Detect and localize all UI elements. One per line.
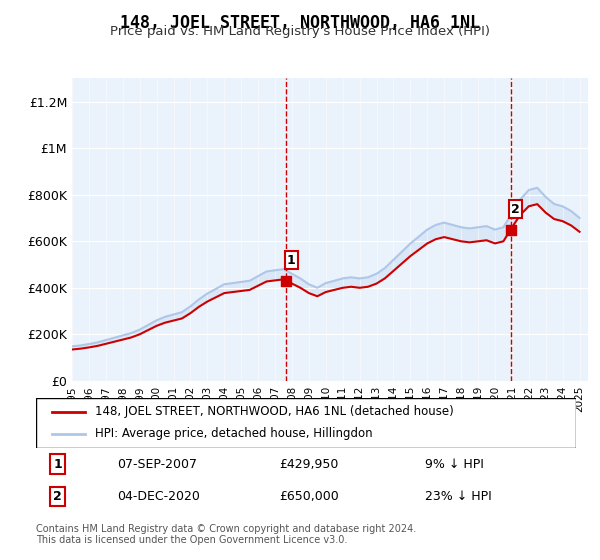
Text: 9% ↓ HPI: 9% ↓ HPI: [425, 458, 484, 470]
Text: £429,950: £429,950: [279, 458, 338, 470]
Text: 1: 1: [53, 458, 62, 470]
Text: 2: 2: [53, 490, 62, 503]
Text: 148, JOEL STREET, NORTHWOOD, HA6 1NL: 148, JOEL STREET, NORTHWOOD, HA6 1NL: [120, 14, 480, 32]
Text: Price paid vs. HM Land Registry's House Price Index (HPI): Price paid vs. HM Land Registry's House …: [110, 25, 490, 38]
Text: Contains HM Land Registry data © Crown copyright and database right 2024.
This d: Contains HM Land Registry data © Crown c…: [36, 524, 416, 545]
Text: 23% ↓ HPI: 23% ↓ HPI: [425, 490, 491, 503]
Text: 1: 1: [287, 254, 296, 267]
Text: HPI: Average price, detached house, Hillingdon: HPI: Average price, detached house, Hill…: [95, 427, 373, 440]
FancyBboxPatch shape: [36, 398, 576, 448]
Point: [281, 276, 291, 285]
Point: [506, 225, 515, 234]
Text: 148, JOEL STREET, NORTHWOOD, HA6 1NL (detached house): 148, JOEL STREET, NORTHWOOD, HA6 1NL (de…: [95, 405, 454, 418]
Text: 04-DEC-2020: 04-DEC-2020: [117, 490, 200, 503]
Text: 07-SEP-2007: 07-SEP-2007: [117, 458, 197, 470]
Text: 2: 2: [511, 203, 520, 216]
Text: £650,000: £650,000: [279, 490, 339, 503]
